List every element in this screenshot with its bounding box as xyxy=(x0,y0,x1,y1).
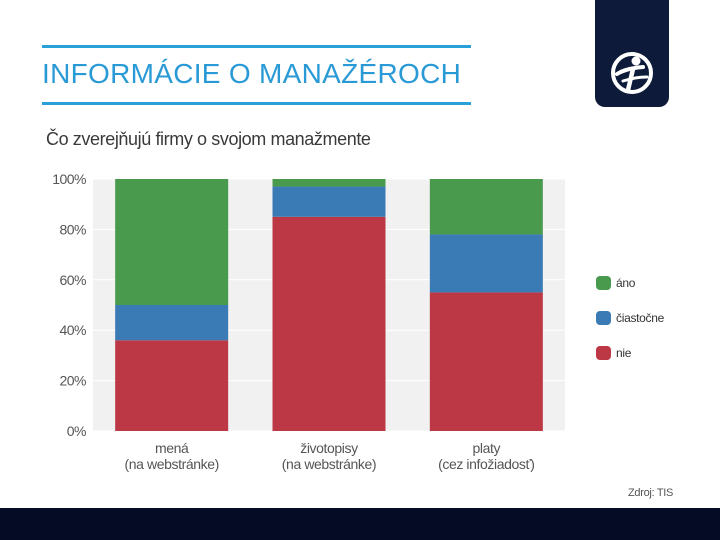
bar-segment-2-nie xyxy=(429,292,543,431)
legend-swatch xyxy=(596,346,611,360)
y-tick-label: 60% xyxy=(59,272,86,288)
legend-label: nie xyxy=(616,346,632,360)
bar-segment-1-nie xyxy=(272,216,386,431)
bar-segment-0-čiastočne xyxy=(115,305,229,341)
title-top-rule xyxy=(42,45,471,48)
bar-segment-0-nie xyxy=(115,340,229,431)
x-category-label: (cez infožiadosť) xyxy=(438,456,535,472)
y-tick-label: 40% xyxy=(59,322,86,338)
bar-segment-1-áno xyxy=(272,179,386,187)
source-note: Zdroj: TIS xyxy=(628,487,674,499)
y-tick-label: 20% xyxy=(59,373,86,389)
x-category-label: životopisy xyxy=(300,440,358,456)
x-category-label: (na webstránke) xyxy=(282,456,376,472)
footer-bar xyxy=(0,508,720,540)
y-tick-label: 0% xyxy=(67,423,86,439)
legend-label: áno xyxy=(616,276,636,290)
title-bottom-rule xyxy=(42,102,471,105)
bar-segment-0-áno xyxy=(115,179,229,305)
legend-swatch xyxy=(596,276,611,290)
globe-person-icon xyxy=(611,52,653,94)
chart-title: Čo zverejňujú firmy o svojom manažmente xyxy=(46,128,371,149)
bar-segment-1-čiastočne xyxy=(272,186,386,217)
bar-segment-2-čiastočne xyxy=(429,234,543,293)
logo-tab xyxy=(595,0,669,107)
legend-label: čiastočne xyxy=(616,311,665,325)
slide-title: INFORMÁCIE O MANAŽÉROCH xyxy=(42,58,462,89)
x-category-label: platy xyxy=(473,440,501,456)
bar-segment-2-áno xyxy=(429,179,543,235)
legend-swatch xyxy=(596,311,611,325)
x-category-label: (na webstránke) xyxy=(124,456,218,472)
y-tick-label: 80% xyxy=(59,221,86,237)
y-tick-label: 100% xyxy=(52,171,86,187)
x-category-label: mená xyxy=(155,440,189,456)
